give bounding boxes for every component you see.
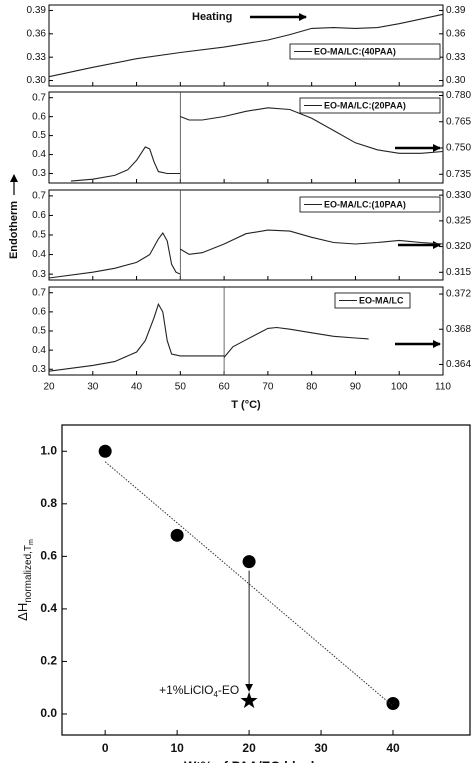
x-tick-label: 60 [219, 382, 231, 393]
x-tick-label: 100 [391, 382, 408, 393]
y-axis-label: ΔHnormalized,Tm [15, 539, 34, 621]
y2-tick-label: 0.750 [446, 143, 471, 154]
y-tick-label: 0.6 [32, 307, 46, 318]
curve [48, 302, 225, 372]
x-tick-label: 90 [350, 382, 362, 393]
x-tick-label: 80 [306, 382, 318, 393]
legend-box [299, 97, 441, 114]
panel-frame [48, 91, 444, 184]
y-tick-label: 0.6 [40, 549, 57, 563]
y-tick-label: 0.2 [40, 654, 57, 668]
y-tick-label: 0.4 [32, 149, 46, 160]
y-tick-label: 0.4 [40, 601, 57, 615]
x-tick-label: 0 [102, 741, 109, 755]
y2-tick-label: 0.780 [446, 90, 471, 101]
x-tick-label: 30 [314, 741, 328, 755]
curve [70, 146, 181, 182]
y-tick-label: 0.4 [32, 249, 46, 260]
y2-tick-label: 0.765 [446, 116, 471, 127]
legend-box [334, 292, 411, 309]
annotation-text: +1%LiClO [159, 683, 213, 697]
y-tick-label: 0.0 [40, 706, 57, 720]
y-tick-label: 0.5 [32, 326, 46, 337]
annotation: +1%LiClO4-EO [159, 683, 239, 699]
y2-tick-label: 0.33 [446, 52, 466, 63]
y-tick-label: 0.6 [32, 111, 46, 122]
y2-tick-label: 0.330 [446, 190, 471, 201]
star-point [240, 691, 258, 709]
y-tick-label: 0.3 [32, 364, 46, 375]
y-tick-label: 0.33 [27, 52, 47, 63]
y2-tick-label: 0.325 [446, 215, 471, 226]
y-tick-label: 0.7 [32, 191, 46, 202]
data-point [98, 444, 112, 458]
x-tick-label: 50 [175, 382, 187, 393]
y-tick-label: 0.3 [32, 168, 46, 179]
legend-label: EO-MA/LC [359, 295, 404, 305]
x-tick-label: 20 [242, 741, 256, 755]
annotation-after: -EO [218, 683, 239, 697]
y-tick-label: 0.30 [27, 75, 47, 86]
y2-tick-label: 0.30 [446, 75, 466, 86]
x-tick-label: 70 [262, 382, 274, 393]
legend-box [299, 196, 441, 213]
annotation: Heating [192, 11, 232, 23]
y-tick-label: 0.7 [32, 92, 46, 103]
y-tick-label: 0.6 [32, 210, 46, 221]
y-tick-label: 0.8 [40, 496, 57, 510]
y2-tick-label: 0.36 [446, 28, 466, 39]
legend-label: EO-MA/LC:(20PAA) [324, 100, 406, 110]
y2-tick-label: 0.372 [446, 289, 471, 300]
y-tick-label: 0.39 [27, 5, 47, 16]
y2-tick-label: 0.735 [446, 169, 471, 180]
x-tick-label: 40 [386, 741, 400, 755]
legend-box [289, 43, 441, 60]
y-axis-label: Endotherm [8, 201, 20, 259]
y-tick-label: 0.36 [27, 28, 47, 39]
y-axis-label-main: ΔH [15, 603, 30, 621]
plot-frame [61, 424, 471, 736]
panel-frame [48, 4, 444, 87]
x-axis-label: Wt% of PAA/EO block [184, 758, 319, 763]
legend-label: EO-MA/LC:(40PAA) [314, 46, 396, 56]
curve [180, 107, 444, 154]
y-axis-label-subsub: m [28, 539, 35, 545]
y2-tick-label: 0.364 [446, 359, 471, 370]
y-axis-label-sub: normalized,T [23, 545, 34, 603]
y-tick-label: 0.4 [32, 345, 46, 356]
y-tick-label: 0.5 [32, 130, 46, 141]
x-tick-label: 20 [43, 382, 55, 393]
y2-tick-label: 0.368 [446, 324, 471, 335]
curve [48, 13, 444, 78]
x-tick-label: 30 [87, 382, 99, 393]
x-tick-label: 10 [170, 741, 184, 755]
x-tick-label: 110 [435, 382, 451, 393]
legend-label: EO-MA/LC:(10PAA) [324, 199, 406, 209]
y-tick-label: 0.5 [32, 230, 46, 241]
x-axis-label: T (°C) [231, 399, 261, 411]
y-tick-label: 0.7 [32, 287, 46, 298]
data-point [386, 696, 400, 710]
data-point [170, 528, 184, 542]
y2-tick-label: 0.320 [446, 241, 471, 252]
curve [223, 326, 369, 358]
data-point [242, 555, 256, 569]
y2-tick-label: 0.39 [446, 5, 466, 16]
y-tick-label: 0.3 [32, 269, 46, 280]
x-tick-label: 40 [131, 382, 143, 393]
annotation-sub: 4 [213, 690, 218, 699]
y-tick-label: 1.0 [40, 443, 57, 457]
curve [180, 229, 444, 255]
y2-tick-label: 0.315 [446, 267, 471, 278]
curve [48, 231, 181, 279]
